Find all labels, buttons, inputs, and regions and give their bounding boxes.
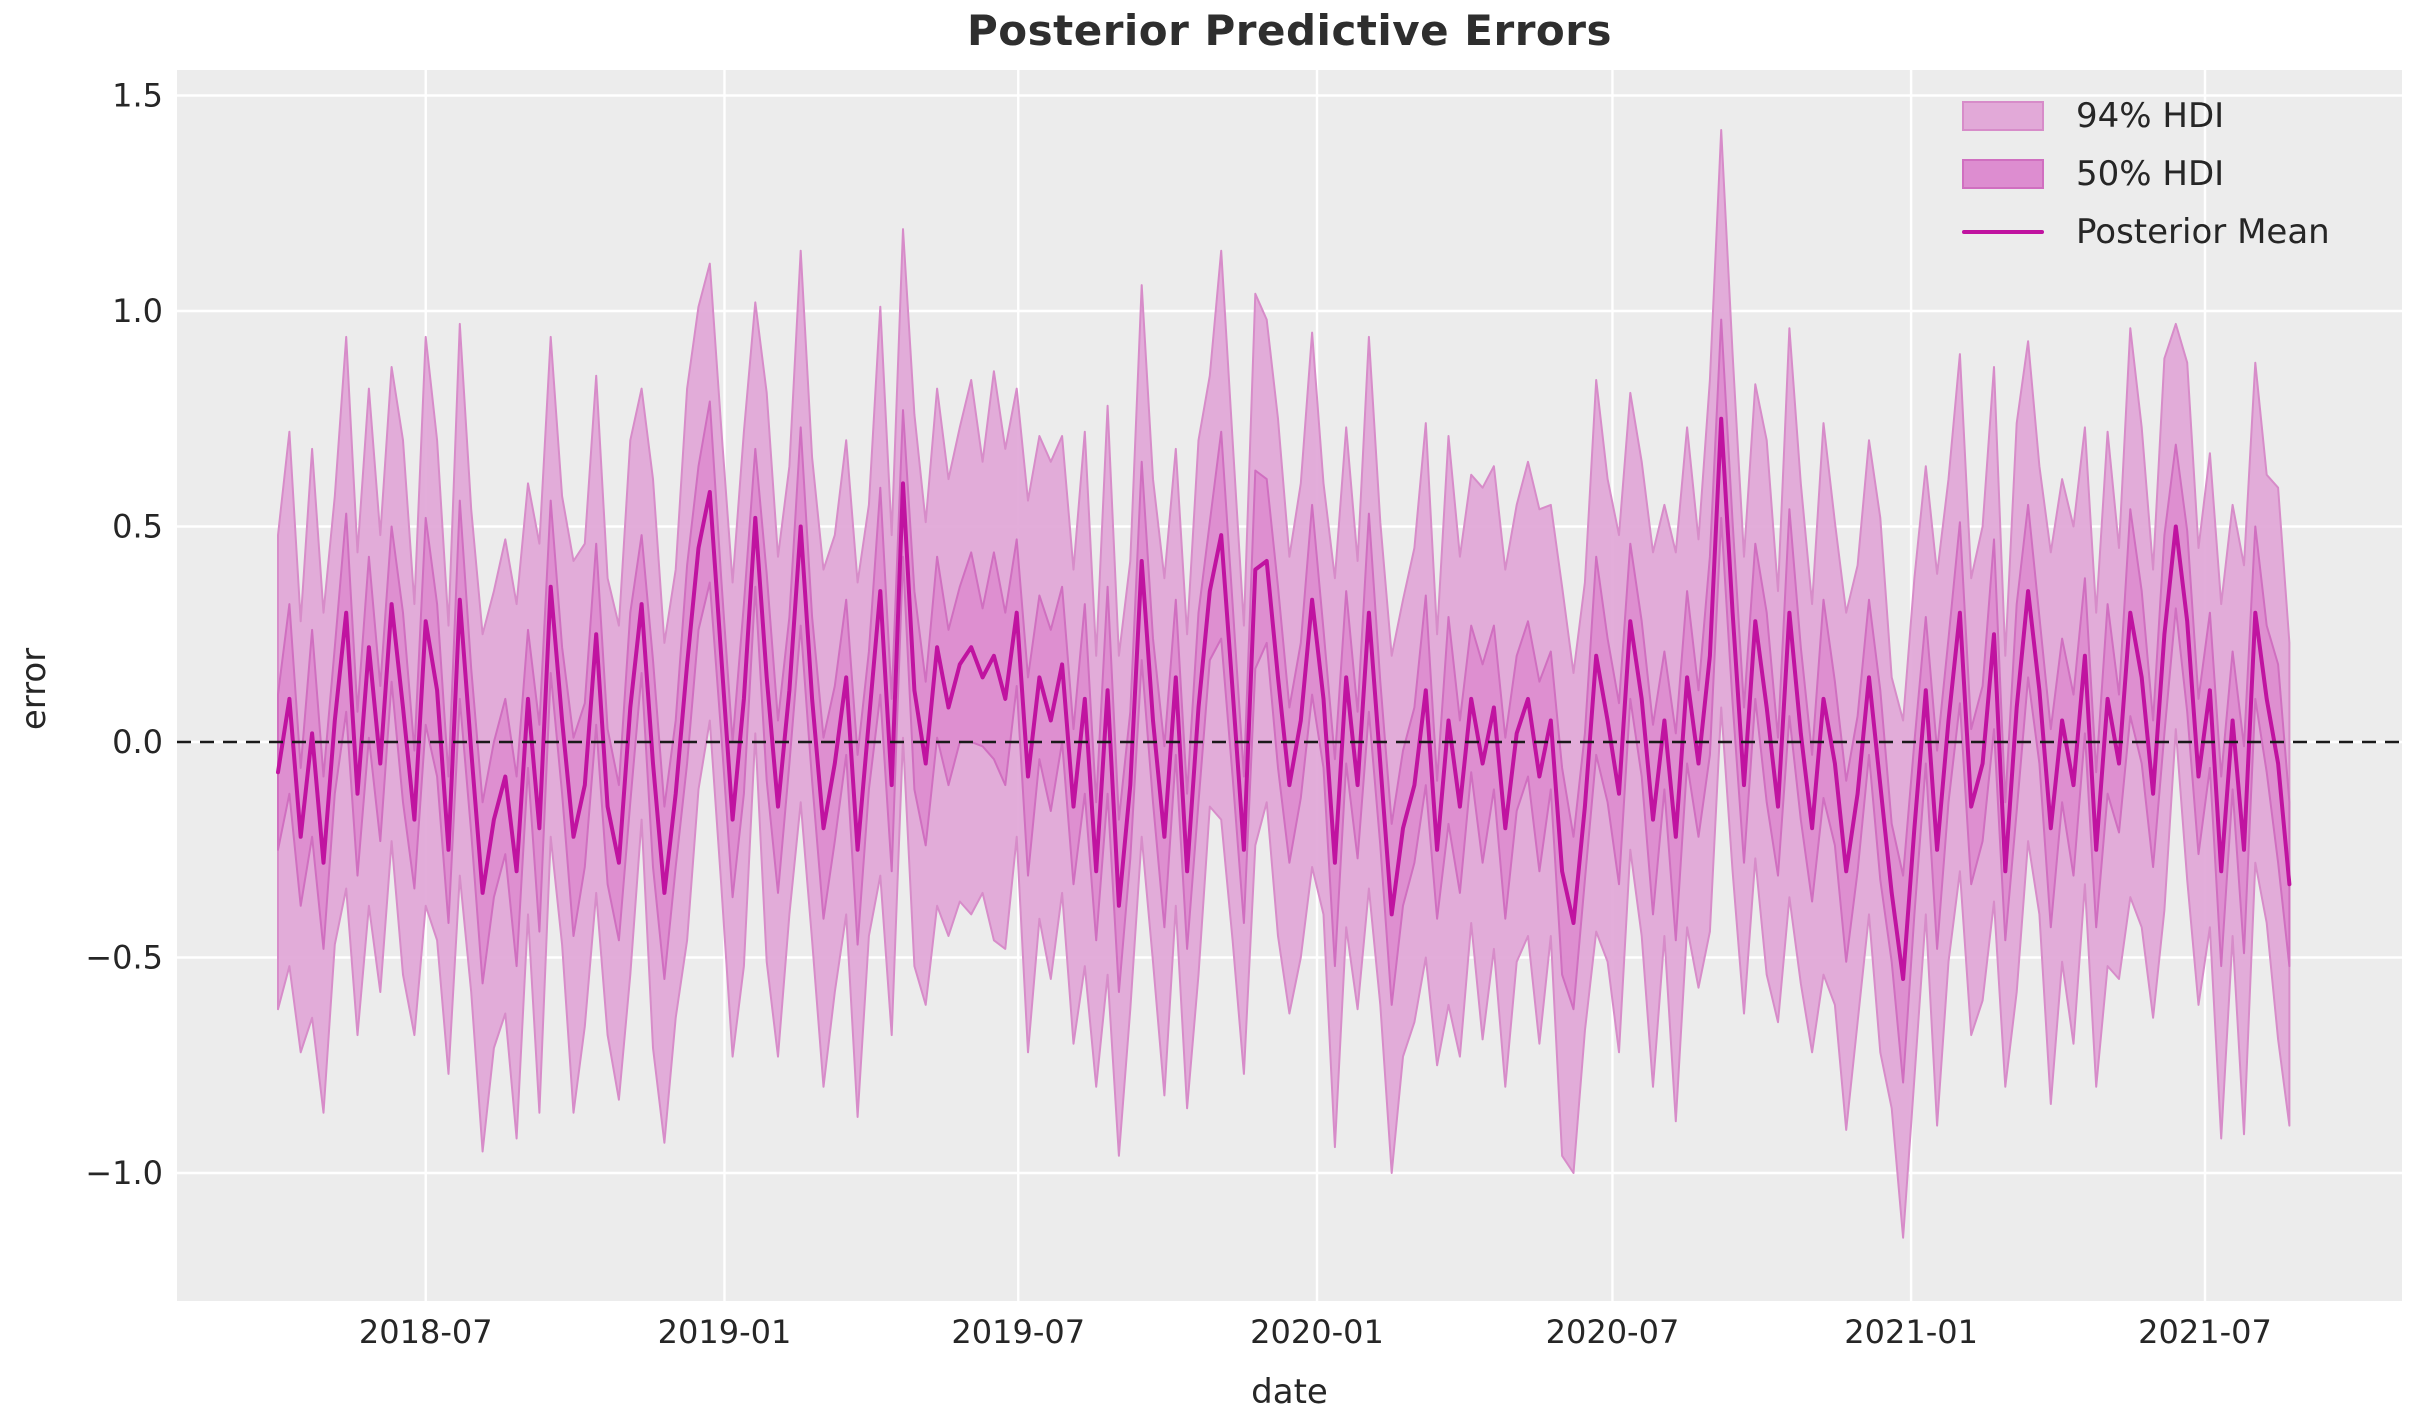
posterior-mean-line	[276, 416, 2292, 981]
x-tick-label: 2020-01	[1250, 1313, 1384, 1351]
chart-title: Posterior Predictive Errors	[967, 6, 1612, 55]
legend-label: 50% HDI	[2076, 154, 2225, 194]
posterior-mean-line-icon	[1962, 230, 2044, 234]
x-tick-label: 2020-07	[1546, 1313, 1680, 1351]
legend-entry-50-hdi: 50% HDI	[1962, 152, 2330, 196]
x-tick-label: 2021-01	[1844, 1313, 1978, 1351]
y-tick-label: 0.5	[112, 508, 163, 546]
y-tick-label: 1.5	[112, 77, 163, 115]
y-tick-label: −1.0	[85, 1154, 163, 1192]
y-axis-label: error	[14, 647, 54, 731]
legend-entry-94-hdi: 94% HDI	[1962, 94, 2330, 138]
x-tick-label: 2021-07	[2138, 1313, 2272, 1351]
legend: 94% HDI 50% HDI Posterior Mean	[1962, 94, 2330, 254]
legend-label: 94% HDI	[2076, 96, 2225, 136]
x-tick-label: 2018-07	[359, 1313, 493, 1351]
legend-label: Posterior Mean	[2076, 212, 2330, 252]
y-tick-label: 0.0	[112, 723, 163, 761]
94-hdi-swatch-icon	[1962, 101, 2044, 131]
50-hdi-swatch-icon	[1962, 159, 2044, 189]
legend-entry-posterior-mean: Posterior Mean	[1962, 210, 2330, 254]
x-tick-label: 2019-01	[658, 1313, 792, 1351]
y-tick-label: 1.0	[112, 292, 163, 330]
x-axis-label: date	[1251, 1372, 1328, 1412]
y-tick-label: −0.5	[85, 939, 163, 977]
hdi-50-band	[277, 318, 2291, 1084]
x-tick-label: 2019-07	[951, 1313, 1085, 1351]
